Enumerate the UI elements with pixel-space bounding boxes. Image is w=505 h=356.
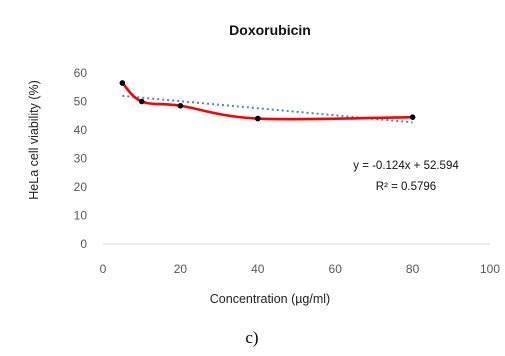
series-line [121,81,414,121]
y-tick-label: 20 [74,180,88,194]
trendline-equation: y = -0.124x + 52.594 [353,160,459,172]
x-tick-label: 80 [406,262,420,276]
x-axis-label: Concentration (µg/ml) [210,292,330,306]
y-tick-label: 50 [74,95,88,109]
y-axis-label: HeLa cell viability (%) [27,80,41,199]
y-tick-label: 40 [74,123,88,137]
data-point [254,115,261,122]
y-tick-label: 30 [74,152,88,166]
y-tick-label: 60 [74,66,88,80]
data-point [177,102,184,109]
data-point [409,114,416,120]
data-point [138,98,145,105]
trendline-r-squared: R² = 0.5796 [376,181,436,193]
y-tick-labels: 0 10 20 30 40 50 60 [74,66,88,251]
x-tick-labels: 0 20 40 60 80 100 [100,262,501,276]
x-tick-label: 40 [251,262,265,276]
figure-caption: c) [245,328,258,347]
linear-trendline [122,94,413,124]
data-point [119,80,126,86]
x-tick-label: 20 [174,262,188,276]
x-tick-label: 0 [100,262,107,276]
chart-title: Doxorubicin [229,22,311,38]
y-tick-label: 0 [80,237,87,251]
y-tick-label: 10 [74,209,88,223]
x-tick-label: 60 [329,262,343,276]
data-markers [119,80,416,122]
x-tick-label: 100 [480,262,500,276]
